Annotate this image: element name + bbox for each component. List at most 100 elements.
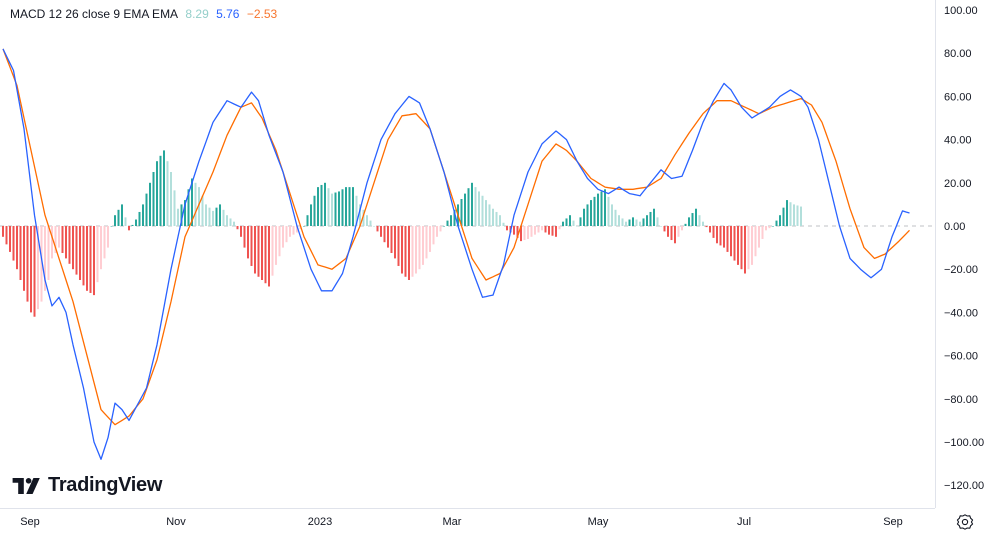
histogram-bar <box>719 226 722 246</box>
histogram-bar <box>621 218 624 226</box>
logo-text: TradingView <box>48 474 163 496</box>
histogram-bar <box>684 223 687 226</box>
histogram-bar <box>716 226 718 244</box>
histogram-bar <box>306 215 309 226</box>
histogram-bar <box>733 226 736 261</box>
tradingview-logo[interactable]: TradingView <box>12 474 162 497</box>
histogram-bar <box>19 226 22 280</box>
signal-value: −2.53 <box>246 7 278 21</box>
histogram-bar <box>712 226 715 238</box>
histogram-bar <box>537 226 540 233</box>
histogram-bar <box>663 226 666 232</box>
y-tick-label: 20.00 <box>944 178 972 190</box>
macd-series <box>2 48 910 460</box>
x-tick-label: 2023 <box>308 516 332 528</box>
histogram-bar <box>747 226 750 270</box>
histogram-bar <box>44 226 46 291</box>
price-axis[interactable]: 100.00 80.00 60.00 40.00 20.00 0.00 −20.00 −40.… <box>944 5 984 492</box>
histogram-bar <box>124 217 127 226</box>
histogram-bar <box>744 226 746 274</box>
histogram-bar <box>243 226 246 248</box>
histogram-bar <box>320 184 323 226</box>
histogram-bar <box>446 220 449 226</box>
histogram-bar <box>481 195 484 226</box>
histogram-bar <box>296 226 298 233</box>
histogram-bar <box>709 226 711 233</box>
histogram-bar <box>660 226 662 227</box>
histogram-bar <box>793 204 795 226</box>
histogram-bar <box>471 182 473 226</box>
histogram-bar <box>51 226 53 259</box>
histogram-bar <box>698 215 701 226</box>
histogram-bar <box>208 207 211 226</box>
tradingview-logo-icon <box>12 477 40 494</box>
macd-line <box>2 48 910 460</box>
histogram-bar <box>411 226 414 277</box>
histogram-bar <box>201 195 204 226</box>
histogram-bar <box>373 226 375 227</box>
y-tick-label: −20.00 <box>944 264 978 276</box>
histogram-bar <box>240 226 242 237</box>
histogram-bar <box>96 226 99 283</box>
histogram-bar <box>355 195 358 226</box>
histogram-bar <box>579 217 582 226</box>
histogram-bar <box>415 226 417 274</box>
histogram-bar <box>607 196 610 226</box>
histogram-bar <box>93 226 95 296</box>
gear-icon[interactable] <box>956 513 974 531</box>
histogram-bar <box>572 220 575 226</box>
histogram-bar <box>135 219 137 226</box>
histogram-bar <box>159 155 162 226</box>
histogram-bar <box>212 210 214 226</box>
histogram-bar <box>600 191 603 226</box>
histogram-bar <box>653 208 655 226</box>
time-axis[interactable]: Sep Nov 2023 Mar May Jul Sep <box>20 516 903 528</box>
histogram-bar <box>705 226 708 228</box>
histogram-bar <box>751 226 753 265</box>
histogram-bar <box>338 191 340 226</box>
histogram-bar <box>173 190 176 226</box>
histogram-bar <box>800 206 802 226</box>
histogram-bar <box>236 226 239 230</box>
histogram-bar <box>86 226 88 291</box>
y-tick-label: −100.00 <box>944 437 984 449</box>
histogram-bar <box>527 226 529 239</box>
histogram-bar <box>215 207 218 226</box>
histogram-bar <box>681 226 683 231</box>
histogram-bar <box>544 226 547 233</box>
histogram-bar <box>23 226 25 291</box>
indicator-legend[interactable]: MACD 12 26 close 9 EMA EMA 8.29 5.76 −2.… <box>10 7 281 21</box>
histogram-bar <box>387 226 389 248</box>
x-tick-label: Mar <box>443 516 462 528</box>
y-tick-label: 60.00 <box>944 91 972 103</box>
histogram-bar <box>590 200 592 226</box>
histogram-bar <box>768 226 771 229</box>
histogram-bar <box>198 187 200 226</box>
histogram-bar <box>670 226 673 241</box>
histogram-bar <box>65 226 67 259</box>
histogram-bar <box>219 204 221 226</box>
histogram-bar <box>348 187 351 226</box>
y-tick-label: 40.00 <box>944 135 972 147</box>
histogram-bar <box>464 193 466 226</box>
histogram-bar <box>170 172 172 226</box>
histogram-bar <box>352 187 354 226</box>
histogram-bar <box>474 187 477 226</box>
histogram-bar <box>761 226 764 239</box>
histogram-bar <box>345 187 347 226</box>
histogram-bar <box>740 226 743 270</box>
histogram-bar <box>691 213 694 226</box>
y-tick-label: −40.00 <box>944 307 978 319</box>
histogram-bar <box>499 215 501 226</box>
histogram-bar <box>796 205 799 226</box>
histogram-bar <box>772 226 774 227</box>
histogram-bar <box>383 226 386 243</box>
histogram-bar <box>82 226 85 286</box>
histogram-bar <box>642 218 645 226</box>
histogram-bar <box>450 215 452 226</box>
histogram-bar <box>138 211 141 226</box>
histogram-bar <box>534 226 536 235</box>
histogram-bar <box>520 226 522 242</box>
